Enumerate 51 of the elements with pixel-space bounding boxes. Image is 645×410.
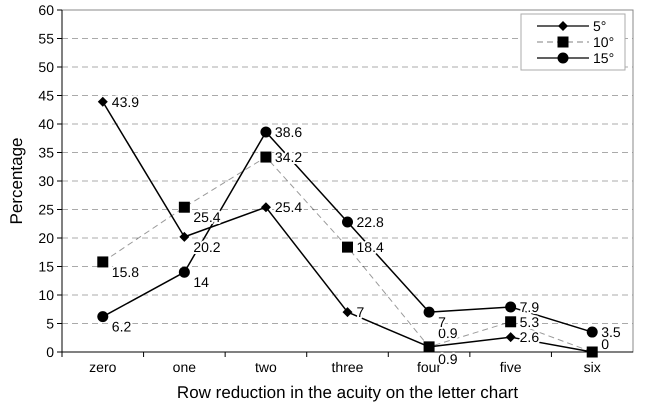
y-tick-label: 5 [46,316,54,332]
point [178,266,190,278]
y-tick-label: 60 [38,2,54,18]
data-label: 14 [193,274,210,290]
x-tick-label: five [500,359,522,375]
y-tick-label: 25 [38,202,54,218]
data-label: 38.6 [274,124,302,140]
point [424,306,435,318]
point [505,301,516,312]
y-tick-label: 30 [38,173,54,189]
x-tick-label: six [584,359,601,375]
y-tick-label: 40 [38,116,54,132]
data-label: 6.2 [112,318,132,335]
point [260,126,272,138]
point [342,216,353,228]
point [586,326,598,338]
x-axis-title: Row reduction in the acuity on the letter chart [176,383,518,402]
y-tick-label: 10 [38,287,54,303]
point [342,307,352,318]
point [506,332,516,342]
legend-label: 10° [593,34,614,50]
point [98,96,108,107]
data-label: 22.8 [356,214,384,230]
data-label: 5.3 [520,314,540,330]
x-tick-label: three [332,359,364,375]
x-tick-label: zero [89,359,117,375]
point [179,232,190,242]
point [260,202,271,212]
data-label: 43.9 [112,94,140,110]
data-label: 7 [356,304,364,320]
y-tick-label: 15 [38,258,54,274]
data-label: 15.8 [112,264,140,280]
y-tick-label: 45 [38,88,54,104]
legend-label: 15° [593,50,614,66]
point [505,316,516,328]
y-tick-label: 55 [38,30,54,46]
point [97,256,108,268]
y-tick-label: 0 [46,344,54,360]
legend-label: 5° [593,18,606,34]
data-label: 7.9 [520,298,540,315]
point [260,152,272,163]
y-axis-title: Percentage [7,138,26,224]
y-tick-label: 50 [38,59,54,75]
y-tick-label: 20 [38,230,54,246]
point [342,242,353,253]
x-tick-label: two [255,359,278,375]
point [97,311,108,322]
point [178,202,190,213]
y-tick-label: 35 [38,144,54,160]
data-label: 25.4 [274,199,302,216]
x-tick-label: one [172,359,196,375]
